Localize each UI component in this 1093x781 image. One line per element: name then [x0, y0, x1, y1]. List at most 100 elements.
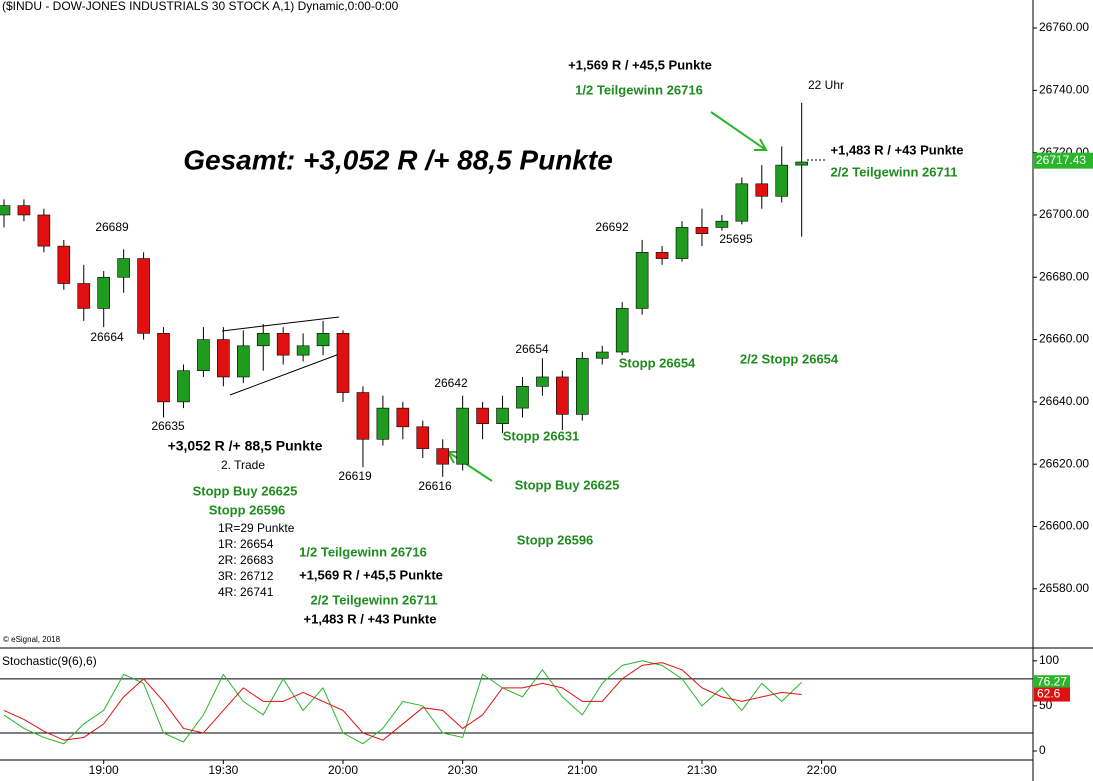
candle-body	[795, 161, 808, 166]
annotation: 26654	[515, 342, 549, 356]
candle-body	[735, 183, 749, 222]
annotation: +1,569 R / +45,5 Punkte	[568, 57, 712, 72]
annotation: Stopp 26596	[209, 502, 286, 517]
last-value-box	[1034, 675, 1070, 690]
candle-body	[37, 214, 51, 247]
candle-body	[615, 308, 629, 353]
x-tick-label: 22:00	[807, 763, 837, 777]
arrow	[447, 451, 493, 482]
annotation: 3R: 26712	[218, 569, 274, 583]
y-tick-label: 26600.00	[1039, 519, 1089, 533]
candle-body	[396, 407, 410, 428]
y-tick-label: 26680.00	[1039, 269, 1089, 283]
annotation: 26635	[151, 419, 185, 433]
x-tick-label: 19:30	[208, 763, 238, 777]
annotation: 26642	[434, 376, 468, 390]
candle-body	[57, 245, 71, 284]
annotation: 26664	[90, 330, 124, 344]
arrow-head	[754, 138, 768, 151]
candle-body	[595, 351, 609, 359]
annotation: Stopp Buy 26625	[193, 483, 298, 498]
trendline	[221, 316, 340, 332]
candle-body	[456, 407, 469, 465]
candle-body	[77, 283, 91, 309]
candle-body	[436, 448, 450, 465]
candle-body	[316, 333, 330, 347]
y-tick-label: 26760.00	[1039, 20, 1089, 34]
y-tick-label: 100	[1039, 653, 1059, 667]
candle-body	[376, 407, 390, 440]
annotation: +3,052 R /+ 88,5 Punkte	[168, 438, 323, 454]
candle-body	[715, 220, 729, 228]
y-tick-label: 26700.00	[1039, 207, 1089, 221]
y-tick-label: 26640.00	[1039, 394, 1089, 408]
x-tick-label: 20:00	[328, 763, 358, 777]
candle-body	[536, 376, 549, 387]
annotation: 22 Uhr	[808, 78, 844, 92]
annotation: Stopp 26631	[503, 428, 580, 443]
indicator-line	[3, 662, 802, 741]
candle-body	[675, 227, 689, 259]
annotation: 26616	[418, 479, 452, 493]
candle-body	[0, 205, 11, 216]
annotation: 2/2 Teilgewinn 26711	[311, 592, 438, 607]
candle-body	[177, 370, 190, 403]
candle-body	[695, 227, 709, 234]
y-tick-label: 50	[1039, 698, 1053, 712]
annotation: +1,483 R / +43 Punkte	[304, 611, 437, 626]
trendline	[229, 352, 343, 396]
last-value-label: 62.6	[1037, 687, 1061, 701]
candle-body	[356, 392, 370, 440]
annotation: Gesamt: +3,052 R /+ 88,5 Punkte	[183, 144, 613, 175]
candle-body	[655, 252, 669, 259]
x-tick-label: 19:00	[89, 763, 119, 777]
candle-body	[97, 276, 110, 309]
annotation: 1/2 Teilgewinn 26716	[575, 82, 703, 97]
candle-body	[556, 376, 569, 415]
arrow	[710, 111, 767, 151]
candle-body	[775, 164, 789, 197]
annotation: 1R: 26654	[218, 537, 274, 551]
annotation: 26692	[595, 220, 629, 234]
annotation: +1,483 R / +43 Punkte	[831, 142, 964, 157]
last-price-box	[1034, 152, 1093, 169]
x-tick-label: 21:00	[567, 763, 597, 777]
x-tick-label: 21:30	[687, 763, 717, 777]
candle-body	[336, 333, 350, 393]
y-tick-label: 0	[1039, 743, 1046, 757]
annotation: 26689	[95, 220, 129, 234]
candle-body	[236, 345, 250, 378]
candle-body	[516, 386, 529, 409]
candle-body	[296, 345, 310, 356]
candle-body	[137, 258, 150, 334]
indicator-title: Stochastic(9(6),6)	[2, 654, 97, 668]
annotation: 4R: 26741	[218, 585, 274, 599]
candle-body	[576, 357, 589, 415]
candle-body	[256, 333, 270, 347]
y-tick-label: 26660.00	[1039, 332, 1089, 346]
annotation: 1R=29 Punkte	[218, 521, 295, 535]
last-value-label: 76.27	[1037, 674, 1067, 688]
annotation: 25695	[719, 232, 753, 246]
candle-body	[217, 339, 230, 378]
annotation: 1/2 Teilgewinn 26716	[299, 544, 427, 559]
annotation: +1,569 R / +45,5 Punkte	[299, 567, 443, 582]
y-tick-label: 26580.00	[1039, 581, 1089, 595]
annotation: 2. Trade	[221, 458, 265, 472]
source: © eSignal, 2018	[3, 635, 61, 644]
candle-body	[276, 333, 290, 356]
last-value-box	[1034, 687, 1070, 702]
x-tick-label: 20:30	[448, 763, 478, 777]
indicator-line	[3, 660, 803, 745]
candle-body	[157, 333, 170, 403]
y-tick-label: 26740.00	[1039, 83, 1089, 97]
annotation: Stopp 26654	[619, 355, 696, 370]
annotation: 2/2 Stopp 26654	[740, 351, 839, 366]
annotation: Stopp 26596	[517, 532, 594, 547]
candle-body	[197, 339, 210, 372]
annotation: 2R: 26683	[218, 553, 274, 567]
y-tick-label: 26620.00	[1039, 456, 1089, 470]
candle-body	[496, 407, 509, 424]
annotation: Stopp Buy 26625	[515, 477, 620, 492]
candle-body	[755, 183, 769, 197]
